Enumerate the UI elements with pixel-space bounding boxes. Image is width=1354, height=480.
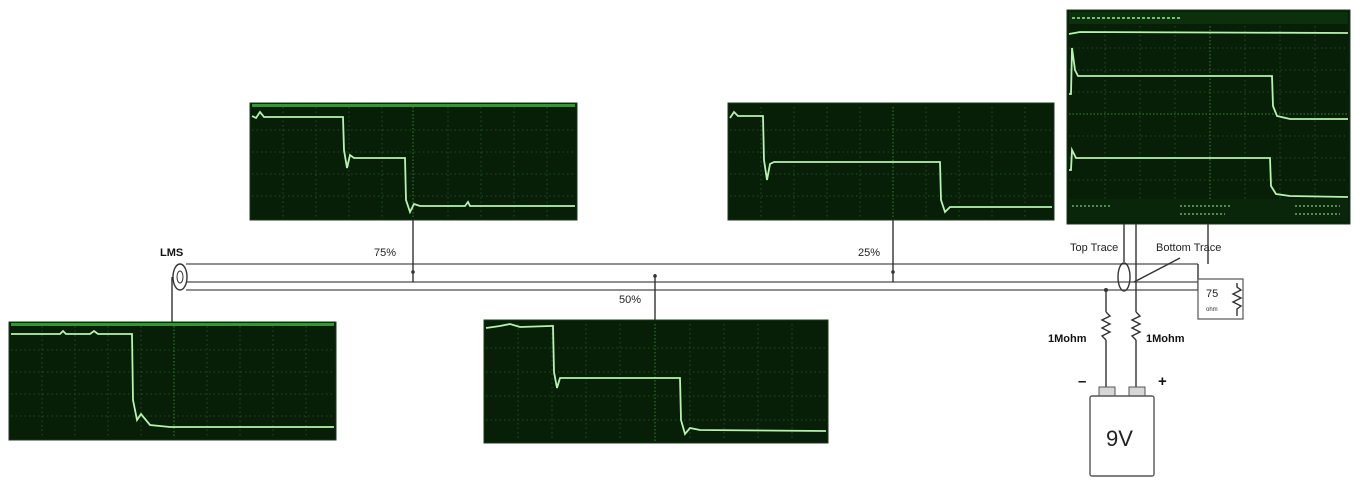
coax-cable bbox=[186, 263, 1199, 291]
label-lms: LMS bbox=[160, 247, 183, 259]
label-50-percent: 50% bbox=[619, 294, 641, 306]
tap-50 bbox=[653, 274, 657, 320]
battery-icon bbox=[1089, 386, 1155, 477]
scope-dual-trace bbox=[1066, 9, 1351, 225]
label-75-percent: 75% bbox=[374, 247, 396, 259]
termination-resistor bbox=[1197, 224, 1244, 320]
resistor-icon bbox=[1231, 283, 1243, 316]
scope-50-percent bbox=[483, 319, 829, 444]
label-termination-value: 75 bbox=[1206, 288, 1218, 300]
bias-network bbox=[1100, 288, 1142, 390]
scope-lms bbox=[8, 321, 337, 441]
resistor-icon bbox=[1130, 311, 1142, 341]
current-probe-icon bbox=[1117, 262, 1131, 292]
label-battery: 9V bbox=[1106, 426, 1133, 451]
resistor-icon bbox=[1100, 311, 1112, 341]
tap-75 bbox=[411, 220, 415, 282]
scope-25-percent bbox=[727, 102, 1055, 221]
label-termination-unit: ohm bbox=[1206, 307, 1218, 313]
bottom-trace-pointer bbox=[1133, 257, 1181, 283]
label-resistor-left: 1Mohm bbox=[1048, 333, 1087, 345]
coax-connector-icon bbox=[171, 263, 188, 322]
tap-25 bbox=[891, 220, 895, 282]
label-plus: + bbox=[1158, 373, 1167, 390]
label-resistor-right: 1Mohm bbox=[1146, 333, 1185, 345]
label-25-percent: 25% bbox=[858, 247, 880, 259]
label-bottom-trace: Bottom Trace bbox=[1156, 242, 1221, 254]
label-minus: – bbox=[1078, 373, 1086, 390]
scope-75-percent bbox=[249, 102, 578, 221]
label-top-trace: Top Trace bbox=[1070, 242, 1118, 254]
